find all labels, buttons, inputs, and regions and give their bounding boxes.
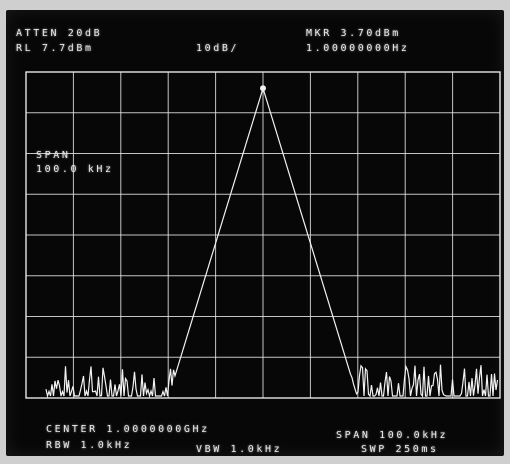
spectrum-trace — [45, 88, 499, 399]
marker-level-readout: MKR 3.70dBm — [306, 28, 401, 39]
span-label: SPAN — [36, 150, 71, 161]
spectrum-display — [25, 71, 501, 399]
atten-readout: ATTEN 20dB — [16, 28, 103, 39]
analyzer-screen: ATTEN 20dB RL 7.7dBm 10dB/ MKR 3.70dBm 1… — [6, 10, 504, 456]
rbw-readout: RBW 1.0kHz — [46, 440, 133, 451]
center-freq-readout: CENTER 1.0000000GHz — [46, 424, 210, 435]
marker-dot — [260, 85, 266, 92]
graticule — [25, 71, 501, 399]
scale-readout: 10dB/ — [196, 43, 240, 54]
span-value: 100.0 kHz — [36, 164, 114, 175]
ref-level-readout: RL 7.7dBm — [16, 43, 94, 54]
span-readout: SPAN 100.0kHz — [336, 430, 449, 441]
sweep-readout: SWP 250ms — [361, 444, 439, 455]
vbw-readout: VBW 1.0kHz — [196, 444, 283, 455]
marker-freq-readout: 1.00000000Hz — [306, 43, 410, 54]
